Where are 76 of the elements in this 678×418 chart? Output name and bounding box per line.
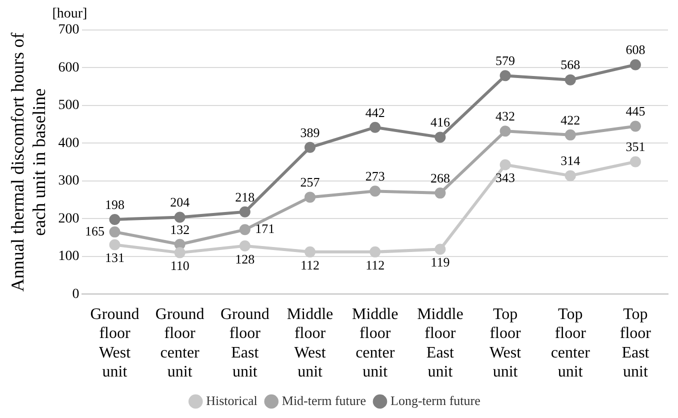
data-label: 268 [430, 170, 450, 186]
point [434, 244, 446, 255]
data-label: 218 [235, 189, 255, 204]
data-label: 432 [496, 108, 516, 124]
point [109, 226, 120, 238]
x-tick-label: Top floor East unit [620, 306, 652, 381]
data-label: 119 [430, 254, 450, 270]
y-tick-label: 0 [72, 286, 80, 302]
data-label: 442 [365, 104, 385, 120]
data-label: 343 [496, 170, 516, 186]
data-label: 112 [366, 257, 385, 272]
data-label: 389 [300, 124, 320, 140]
point [434, 132, 446, 143]
point [304, 142, 316, 153]
point [174, 238, 186, 250]
y-tick-label: 200 [58, 211, 80, 226]
data-label: 165 [84, 223, 104, 238]
point [500, 159, 511, 170]
point [434, 188, 446, 199]
y-tick-label: 400 [58, 136, 80, 151]
point [564, 170, 576, 182]
x-tick-label: Middle floor West unit [286, 306, 334, 381]
data-label: 112 [300, 257, 320, 272]
legend-label: Long-term future [390, 392, 481, 408]
point [630, 156, 641, 168]
y-tick-label: 700 [58, 22, 80, 38]
data-label: 257 [300, 174, 320, 190]
y-tick-label: 600 [58, 60, 80, 76]
x-tick-label: Ground floor West unit [90, 306, 140, 381]
data-label: 131 [104, 250, 124, 266]
data-label: 608 [626, 42, 646, 58]
point [370, 246, 381, 258]
x-tick-label: Middle floor East unit [417, 306, 464, 381]
point [304, 192, 316, 203]
data-label: 416 [430, 114, 450, 130]
data-label: 273 [365, 168, 385, 184]
point [174, 247, 186, 258]
y-tick-label: 300 [58, 174, 80, 189]
y-tick-label: 100 [58, 249, 80, 264]
data-label: 132 [170, 222, 190, 237]
data-label: 110 [170, 258, 190, 274]
point [370, 122, 381, 133]
text: [hour] [52, 6, 88, 22]
point [630, 59, 641, 70]
legend-label: Historical [206, 392, 258, 408]
data-label: 204 [170, 194, 190, 210]
point [500, 126, 511, 137]
data-label: 314 [560, 153, 581, 168]
x-tick-label: Ground floor East unit [220, 306, 270, 381]
x-tick-label: Top floor center unit [550, 306, 591, 381]
y-tick-label: 500 [58, 98, 80, 114]
data-label: 445 [626, 104, 646, 119]
x-tick-label: Top floor West unit [489, 306, 522, 381]
point [239, 240, 250, 252]
y-axis-title: Annual thermal discomfort hours of each unit in baseline [8, 32, 50, 292]
point [564, 74, 576, 86]
point [109, 239, 120, 250]
point [239, 206, 250, 218]
point [239, 224, 250, 236]
legend-label: Mid-term future [282, 392, 366, 408]
point [174, 212, 186, 223]
data-label: 568 [560, 57, 580, 72]
data-label: 579 [496, 53, 516, 68]
point [564, 129, 576, 140]
data-label: 422 [560, 112, 580, 128]
data-label: 198 [104, 196, 124, 212]
point [304, 246, 316, 258]
data-label: 128 [235, 251, 255, 266]
x-tick-label: Ground floor center unit [155, 306, 204, 381]
point [370, 186, 381, 197]
x-tick-label: Middle floor center unit [352, 306, 398, 381]
data-label: 351 [626, 139, 646, 154]
data-label: 171 [255, 221, 275, 236]
point [630, 120, 641, 132]
point [109, 214, 120, 225]
point [500, 70, 511, 82]
